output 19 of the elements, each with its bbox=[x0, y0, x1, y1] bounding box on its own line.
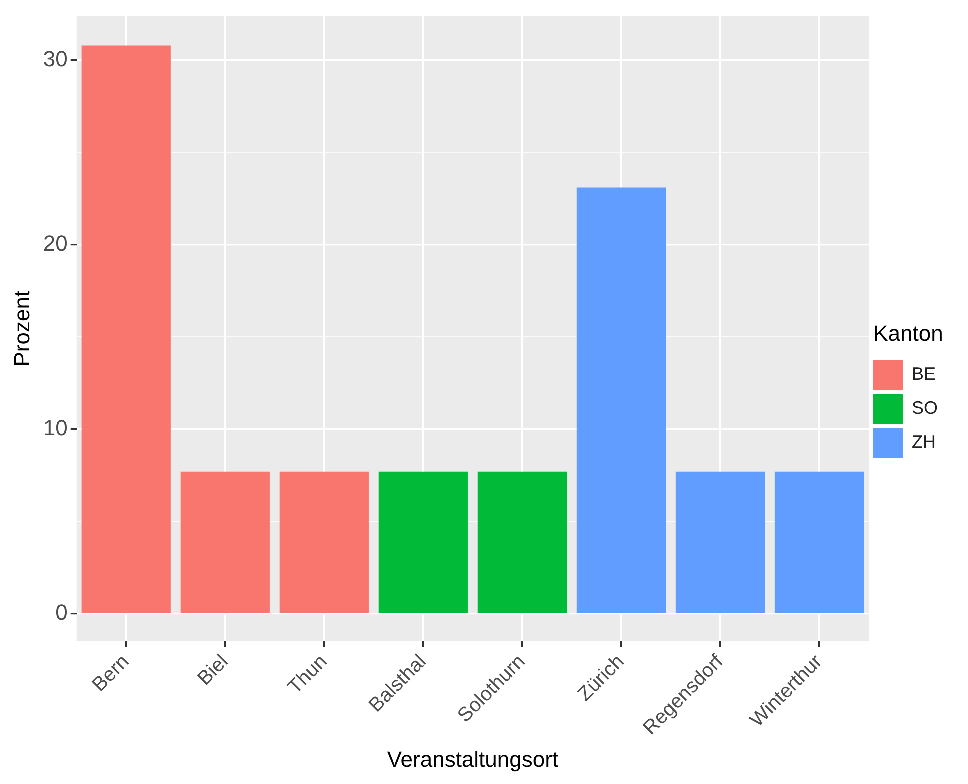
bar bbox=[576, 188, 666, 614]
x-tick-label: Biel bbox=[194, 650, 233, 690]
y-tick-label: 0 bbox=[56, 600, 68, 625]
x-axis-title: Veranstaltungsort bbox=[387, 746, 559, 772]
bar bbox=[774, 472, 864, 614]
legend-title: Kanton bbox=[874, 320, 944, 346]
bar bbox=[280, 472, 369, 614]
legend-label: ZH bbox=[912, 432, 936, 452]
legend-label: BE bbox=[912, 364, 936, 384]
bar bbox=[478, 472, 567, 614]
bar bbox=[676, 472, 766, 614]
y-axis-title: Prozent bbox=[9, 290, 34, 367]
bar bbox=[82, 46, 171, 614]
bar bbox=[180, 472, 270, 614]
y-tick-label: 30 bbox=[43, 46, 68, 72]
y-tick-label: 10 bbox=[43, 415, 68, 440]
y-tick-label: 20 bbox=[43, 230, 68, 256]
legend-label: SO bbox=[912, 398, 938, 418]
bar bbox=[378, 472, 468, 614]
